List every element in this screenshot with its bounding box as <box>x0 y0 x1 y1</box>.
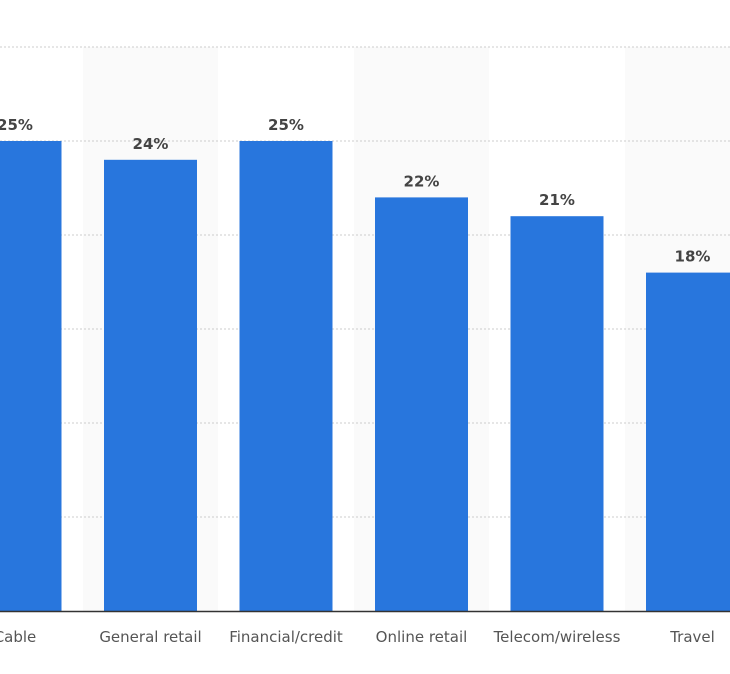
bar[interactable] <box>375 197 468 611</box>
x-tick-label: Cable <box>0 628 36 646</box>
x-tick-label: Travel <box>669 628 715 646</box>
data-label: 25% <box>0 116 33 134</box>
value-labels: 25% 24% 25% 22% 21% 18% <box>0 116 710 266</box>
x-tick-label: Financial/credit <box>229 628 343 646</box>
x-tick-labels: Cable General retail Financial/credit Onlin… <box>0 628 715 646</box>
data-label: 24% <box>133 135 169 153</box>
data-label: 18% <box>675 248 711 266</box>
bar[interactable] <box>646 272 730 611</box>
bar[interactable] <box>239 141 333 611</box>
x-tick-label: General retail <box>99 628 201 646</box>
bar[interactable] <box>104 159 197 612</box>
bars <box>0 141 730 612</box>
data-label: 22% <box>404 172 440 190</box>
bar[interactable] <box>510 216 604 611</box>
x-tick-label: Telecom/wireless <box>493 628 621 646</box>
bar[interactable] <box>0 141 62 611</box>
data-label: 21% <box>539 191 575 209</box>
x-tick-label: Online retail <box>376 628 468 646</box>
data-label: 25% <box>268 116 304 134</box>
